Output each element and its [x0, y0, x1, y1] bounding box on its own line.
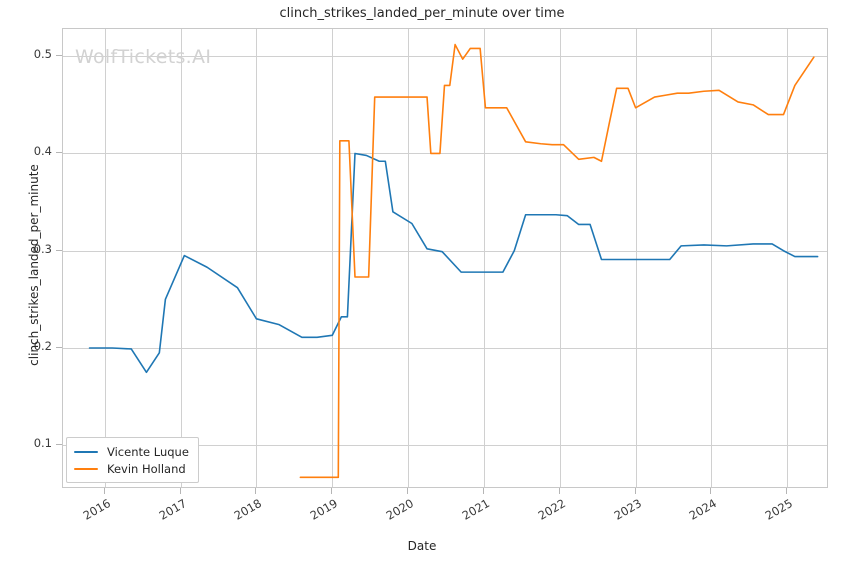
chart-title: clinch_strikes_landed_per_minute over ti… — [279, 6, 565, 21]
legend-color-swatch — [74, 467, 98, 470]
x-axis-tick-mark — [180, 488, 181, 494]
series-layer — [88, 43, 819, 479]
gridline-vertical — [332, 29, 333, 487]
gridline-vertical — [560, 29, 561, 487]
watermark: WolfTickets.AI — [75, 46, 212, 68]
y-axis-tick-label: 0.1 — [33, 436, 52, 451]
x-axis-tick-label: 2021 — [459, 496, 492, 523]
x-axis-tick-label: 2022 — [535, 496, 568, 523]
gridline-horizontal — [63, 251, 827, 252]
gridline-vertical — [105, 29, 106, 487]
x-axis-tick-mark — [407, 488, 408, 494]
x-axis-tick-mark — [710, 488, 711, 494]
gridline-horizontal — [63, 348, 827, 349]
legend: Vicente Luque Kevin Holland — [66, 437, 199, 483]
legend-color-swatch — [74, 450, 98, 453]
gridline-vertical — [484, 29, 485, 487]
x-axis-tick-label: 2024 — [687, 496, 720, 523]
x-axis-tick-label: 2017 — [156, 496, 189, 523]
gridline-vertical — [256, 29, 257, 487]
legend-item[interactable]: Kevin Holland — [74, 460, 189, 477]
x-axis-tick-mark — [331, 488, 332, 494]
y-axis-label: clinch_strikes_landed_per_minute — [27, 164, 41, 366]
gridline-vertical — [181, 29, 182, 487]
x-axis-tick-label: 2023 — [611, 496, 644, 523]
x-axis-tick-label: 2020 — [383, 496, 417, 523]
gridline-vertical — [787, 29, 788, 487]
series-line — [88, 152, 819, 374]
x-axis-tick-mark — [483, 488, 484, 494]
x-axis-tick-mark — [559, 488, 560, 494]
x-axis-label: Date — [407, 539, 437, 553]
x-axis-tick-label: 2016 — [80, 496, 113, 523]
y-axis-tick-label: 0.5 — [33, 47, 52, 62]
x-axis-tick-label: 2019 — [307, 496, 341, 523]
x-axis-tick-label: 2025 — [762, 496, 796, 523]
gridline-vertical — [711, 29, 712, 487]
gridline-horizontal — [63, 445, 827, 446]
x-axis-tick-mark — [255, 488, 256, 494]
x-axis-tick-mark — [104, 488, 105, 494]
gridline-horizontal — [63, 153, 827, 154]
series-line — [299, 43, 815, 479]
legend-item-label: Vicente Luque — [107, 444, 189, 459]
gridline-horizontal — [63, 56, 827, 57]
x-axis-tick-mark — [635, 488, 636, 494]
plot-area: WolfTickets.AI — [62, 28, 828, 488]
x-axis-tick-mark — [786, 488, 787, 494]
gridline-vertical — [636, 29, 637, 487]
legend-item-label: Kevin Holland — [107, 461, 186, 476]
legend-item[interactable]: Vicente Luque — [74, 443, 189, 460]
gridline-vertical — [408, 29, 409, 487]
x-axis-tick-label: 2018 — [232, 496, 265, 523]
